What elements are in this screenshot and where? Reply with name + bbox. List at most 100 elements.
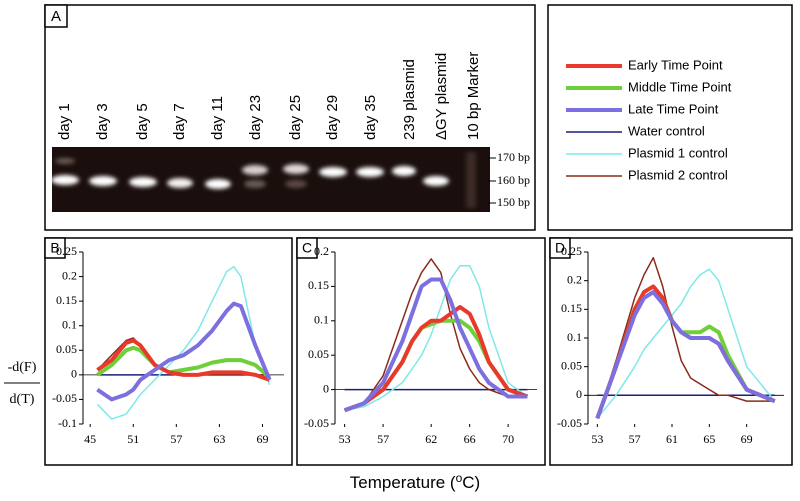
panel-label: A — [51, 8, 61, 25]
band — [285, 180, 307, 188]
series-line — [595, 284, 776, 419]
chart-panel: B -0.1 -0.05 0 0.05 0.1 0.15 0.2 0.25 45 51 57 63 69 — [44, 237, 293, 466]
band — [423, 176, 449, 186]
x-tick-label: 57 — [377, 432, 389, 446]
x-tick-label: 66 — [464, 432, 476, 446]
x-tick-label: 70 — [502, 432, 514, 446]
y-label-numerator: -d(F) — [8, 360, 37, 375]
y-tick-label: 0.2 — [314, 244, 329, 258]
y-tick-label: 0.2 — [62, 268, 77, 282]
x-axis-title: Temperature (oC) — [350, 471, 480, 492]
panel-frame — [44, 237, 293, 466]
panel-label-box — [296, 237, 318, 259]
y-tick-label: -0.05 — [52, 391, 77, 405]
band — [51, 175, 79, 185]
panel-frame — [549, 237, 793, 466]
lane-label: day 11 — [209, 96, 226, 140]
x-label-text: Temperature ( — [350, 473, 456, 492]
legend-label: Middle Time Point — [628, 79, 732, 94]
x-tick-label: 62 — [425, 432, 437, 446]
lane-label: day 7 — [171, 103, 188, 140]
y-tick-label: 0.25 — [56, 244, 77, 258]
legend-label: Plasmid 1 control — [628, 145, 728, 160]
band — [356, 167, 384, 177]
panel-label-box — [549, 237, 571, 259]
y-tick-label: 0.15 — [561, 301, 582, 315]
y-tick-label: 0.1 — [314, 313, 329, 327]
chart-panel: C -0.05 0 0.05 0.1 0.15 0.2 53 57 62 66 70 — [296, 237, 546, 466]
lane-label: day 25 — [287, 95, 304, 140]
x-label-super: o — [456, 471, 463, 485]
x-tick-label: 69 — [741, 432, 753, 446]
series-line — [344, 265, 528, 411]
marker-label: 160 bp — [497, 173, 530, 187]
series-line — [96, 301, 272, 402]
panel-label: B — [50, 240, 59, 256]
band — [392, 166, 416, 176]
legend: Early Time Point Middle Time Point Late Ti… — [566, 57, 732, 182]
y-tick-label: 0.25 — [561, 244, 582, 258]
series-line — [596, 268, 776, 419]
x-tick-label: 57 — [629, 432, 641, 446]
x-label-text: C) — [462, 473, 480, 492]
x-tick-label: 53 — [591, 432, 603, 446]
band — [319, 167, 347, 177]
y-tick-label: 0.15 — [56, 293, 77, 307]
y-tick-label: 0 — [576, 387, 582, 401]
lane-label: 10 bp Marker — [465, 52, 482, 140]
series-line — [596, 256, 775, 419]
band — [55, 158, 75, 164]
band — [167, 178, 193, 188]
y-tick-label: 0.1 — [62, 317, 77, 331]
y-tick-label: 0.1 — [567, 330, 582, 344]
y-label-denominator: d(T) — [10, 392, 35, 407]
legend-label: Plasmid 2 control — [628, 167, 728, 182]
series-line — [343, 277, 528, 413]
y-tick-label: 0 — [71, 367, 77, 381]
band — [129, 177, 157, 187]
series-line — [344, 258, 528, 411]
panel-frame — [296, 237, 546, 466]
band — [242, 165, 268, 175]
series-line — [595, 290, 776, 419]
lane-label: day 35 — [362, 95, 379, 140]
panel-label: C — [302, 240, 312, 256]
y-tick-label: 0.05 — [561, 358, 582, 372]
series-line — [96, 345, 271, 379]
band — [244, 180, 266, 188]
gel — [52, 147, 490, 212]
band — [283, 164, 309, 174]
x-tick-label: 53 — [339, 432, 351, 446]
gel-bands — [51, 152, 476, 208]
y-tick-label: 0 — [323, 381, 329, 395]
legend-label: Early Time Point — [628, 57, 723, 72]
panel-label-box — [44, 4, 68, 28]
x-tick-label: 65 — [703, 432, 715, 446]
chart-panel: D -0.05 0 0.05 0.1 0.15 0.2 0.25 53 57 61 65 69 — [549, 237, 793, 466]
x-tick-label: 69 — [256, 432, 268, 446]
series-line — [96, 338, 271, 382]
band — [205, 179, 231, 189]
lane-labels: day 1 day 3 day 5 day 7 day 11 day 23 day 25 da… — [56, 52, 482, 140]
lane-label: day 29 — [324, 95, 341, 140]
x-tick-label: 61 — [666, 432, 678, 446]
lane-label: day 23 — [247, 95, 264, 140]
marker-label: 150 bp — [497, 195, 530, 209]
x-tick-label: 45 — [84, 432, 96, 446]
y-tick-label: 0.05 — [308, 347, 329, 361]
band — [89, 176, 117, 186]
y-tick-label: 0.05 — [56, 342, 77, 356]
marker-label: 170 bp — [497, 150, 530, 164]
lane-label: day 3 — [94, 103, 111, 140]
y-tick-label: 0.15 — [308, 278, 329, 292]
series-line — [595, 290, 776, 419]
panel-label: D — [555, 240, 565, 256]
lane-label: ΔGY plasmid — [433, 53, 450, 140]
marker-ladder — [466, 152, 476, 208]
x-tick-label: 57 — [170, 432, 182, 446]
y-tick-label: -0.05 — [557, 416, 582, 430]
series-line — [343, 305, 529, 413]
y-tick-label: 0.2 — [567, 272, 582, 286]
series-line — [96, 265, 271, 420]
